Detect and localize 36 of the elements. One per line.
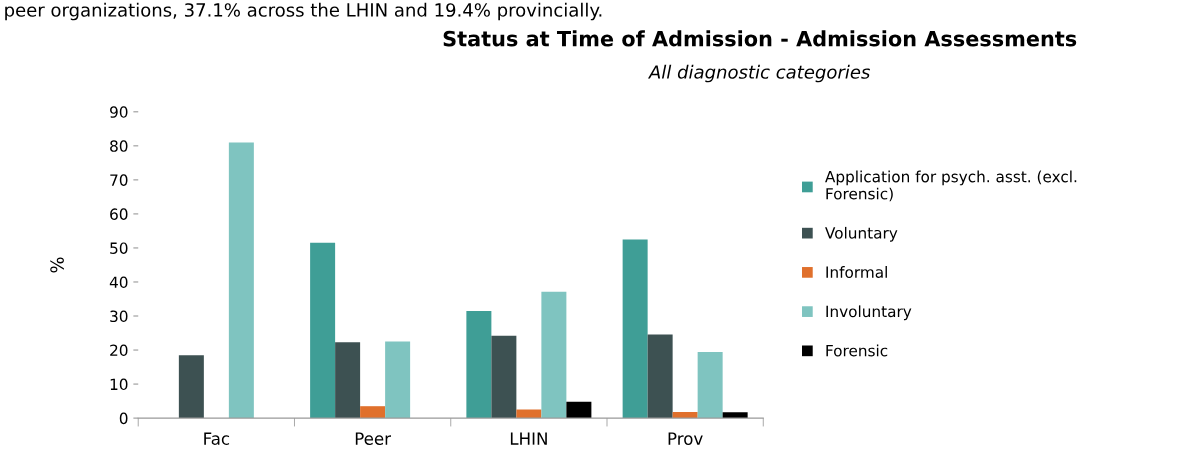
y-tick-label: 90 [110,106,128,118]
bar [360,406,386,419]
y-tick-label: 10 [110,378,128,391]
legend-label: Application for psych. asst. (excl. Forensic) [825,170,1077,202]
bar [541,291,567,419]
bar [178,355,204,419]
bar [566,401,592,419]
chart-title: Status at Time of Admission - Admission Assessments [443,30,1077,47]
y-tick-label: 0 [119,412,128,425]
legend-label: Voluntary [825,226,898,242]
bar [310,242,336,419]
legend-label: Informal [826,266,887,278]
x-tick-label: Peer [355,432,392,445]
y-tick-label: 20 [110,344,128,357]
legend-label: Forensic [826,344,888,357]
y-tick-label: 40 [109,276,128,288]
y-axis-title: % [50,257,64,273]
x-tick-label: LHIN [510,432,547,445]
y-tick-label: 70 [110,174,128,186]
y-tick-label: 50 [110,242,128,254]
bar [647,334,673,419]
bar [385,341,411,419]
bar [491,335,517,419]
y-tick-label: 80 [110,140,128,152]
legend-label: Involuntary [826,305,912,321]
bar [697,352,723,419]
bar [335,342,361,419]
y-tick-label: 30 [110,310,128,323]
bar [622,239,648,419]
x-tick-label: Fac [204,432,230,445]
x-tick-label: Prov [668,432,703,445]
y-tick-label: 60 [110,208,128,220]
chart-subtitle: All diagnostic categories [647,64,870,83]
text: peer organizations, 37.1% across the LHIN and 19.4% provincially. [5,2,602,21]
bar [466,310,492,419]
bar [228,142,254,419]
